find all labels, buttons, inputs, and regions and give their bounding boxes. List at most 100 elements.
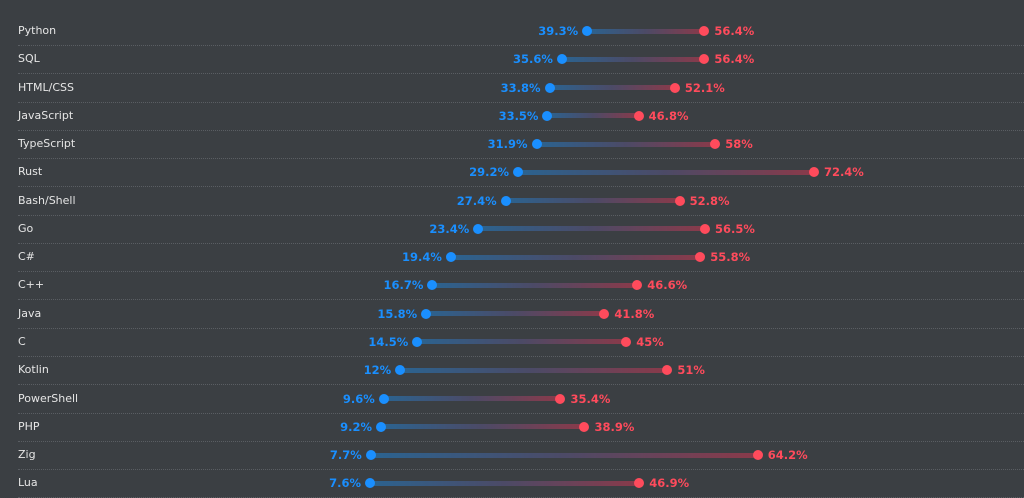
high-point xyxy=(579,421,590,432)
high-value-label: 38.9% xyxy=(594,419,635,434)
low-value-label: 16.7% xyxy=(383,278,424,293)
high-point xyxy=(699,26,710,36)
row-divider xyxy=(18,327,1024,329)
range-bar xyxy=(505,198,680,204)
high-point xyxy=(752,450,763,461)
row-divider xyxy=(18,271,1024,273)
category-label: Bash/Shell xyxy=(18,193,76,207)
range-bar xyxy=(426,311,605,317)
low-point xyxy=(365,478,376,489)
low-point xyxy=(427,280,438,291)
low-point xyxy=(378,393,389,404)
low-point xyxy=(365,450,376,461)
low-value-label: 7.7% xyxy=(329,448,362,463)
category-label: HTML/CSS xyxy=(18,80,74,94)
category-label: TypeScript xyxy=(18,137,76,151)
row-divider xyxy=(18,158,1024,160)
dumbbell-chart: Python 39.3% 56.4% SQL 35.6% 56.4% HTML/CSS 33.… xyxy=(18,24,1024,498)
row-divider xyxy=(18,242,1024,244)
high-value-label: 45% xyxy=(636,334,664,349)
row-divider xyxy=(18,214,1024,216)
high-point xyxy=(700,223,711,234)
low-value-label: 39.3% xyxy=(538,24,579,38)
range-bar xyxy=(450,254,701,260)
high-point xyxy=(710,139,721,150)
high-point xyxy=(699,54,710,65)
high-point xyxy=(634,478,645,489)
low-point xyxy=(473,223,484,234)
low-point xyxy=(556,54,567,65)
low-point xyxy=(544,82,555,93)
range-bar xyxy=(417,339,627,345)
low-point xyxy=(445,252,456,263)
category-label: PHP xyxy=(18,419,40,433)
low-point xyxy=(412,336,423,347)
low-point xyxy=(531,139,542,150)
high-point xyxy=(669,82,680,93)
category-label: C# xyxy=(18,250,35,264)
category-label: Go xyxy=(18,221,34,235)
low-value-label: 31.9% xyxy=(487,137,528,152)
range-bar xyxy=(518,169,814,175)
range-bar xyxy=(381,424,585,430)
low-point xyxy=(513,167,524,178)
row-divider xyxy=(18,355,1024,357)
row-divider xyxy=(18,186,1024,188)
high-value-label: 58% xyxy=(725,137,753,152)
row-divider xyxy=(18,412,1024,414)
category-label: PowerShell xyxy=(18,391,79,405)
high-value-label: 51% xyxy=(677,363,705,378)
range-bar xyxy=(587,28,705,34)
high-value-label: 56.4% xyxy=(714,24,755,38)
high-point xyxy=(621,336,632,347)
range-bar xyxy=(383,396,561,401)
category-label: Python xyxy=(18,24,57,37)
row-divider xyxy=(18,440,1024,442)
row-divider xyxy=(18,45,1024,46)
high-value-label: 55.8% xyxy=(710,250,751,265)
category-label: Kotlin xyxy=(18,363,49,377)
high-point xyxy=(633,110,644,121)
low-value-label: 35.6% xyxy=(512,52,553,67)
range-bar xyxy=(547,113,639,119)
high-value-label: 56.4% xyxy=(714,52,755,67)
low-value-label: 7.6% xyxy=(329,476,362,491)
high-point xyxy=(555,393,566,404)
low-value-label: 33.5% xyxy=(498,108,539,123)
high-point xyxy=(674,195,685,206)
high-point xyxy=(808,167,819,178)
low-point xyxy=(500,195,511,206)
range-bar xyxy=(370,452,758,458)
low-value-label: 29.2% xyxy=(469,165,510,180)
low-value-label: 9.2% xyxy=(340,419,373,434)
low-point xyxy=(376,421,387,432)
low-value-label: 12% xyxy=(363,363,392,378)
high-value-label: 46.6% xyxy=(647,278,688,293)
high-value-label: 46.8% xyxy=(648,108,689,123)
low-value-label: 27.4% xyxy=(456,193,497,208)
low-value-label: 14.5% xyxy=(368,334,409,349)
category-label: C++ xyxy=(18,278,45,292)
category-label: Java xyxy=(18,306,42,320)
range-bar xyxy=(478,226,706,232)
low-point xyxy=(582,26,593,36)
high-value-label: 56.5% xyxy=(715,221,755,236)
low-value-label: 9.6% xyxy=(342,391,375,406)
low-value-label: 15.8% xyxy=(377,306,418,321)
row-divider xyxy=(18,101,1024,103)
row-divider xyxy=(18,73,1024,75)
category-label: Rust xyxy=(18,165,43,179)
low-point xyxy=(395,365,406,376)
high-point xyxy=(599,308,610,319)
high-value-label: 41.8% xyxy=(614,306,655,321)
high-point xyxy=(695,252,706,263)
high-value-label: 72.4% xyxy=(823,165,864,180)
range-bar xyxy=(432,282,638,288)
high-value-label: 52.8% xyxy=(689,193,730,208)
high-point xyxy=(632,280,643,291)
high-value-label: 64.2% xyxy=(767,448,808,463)
range-bar xyxy=(400,367,668,373)
category-label: Lua xyxy=(18,476,38,490)
range-bar xyxy=(370,480,640,486)
low-value-label: 23.4% xyxy=(429,221,470,236)
